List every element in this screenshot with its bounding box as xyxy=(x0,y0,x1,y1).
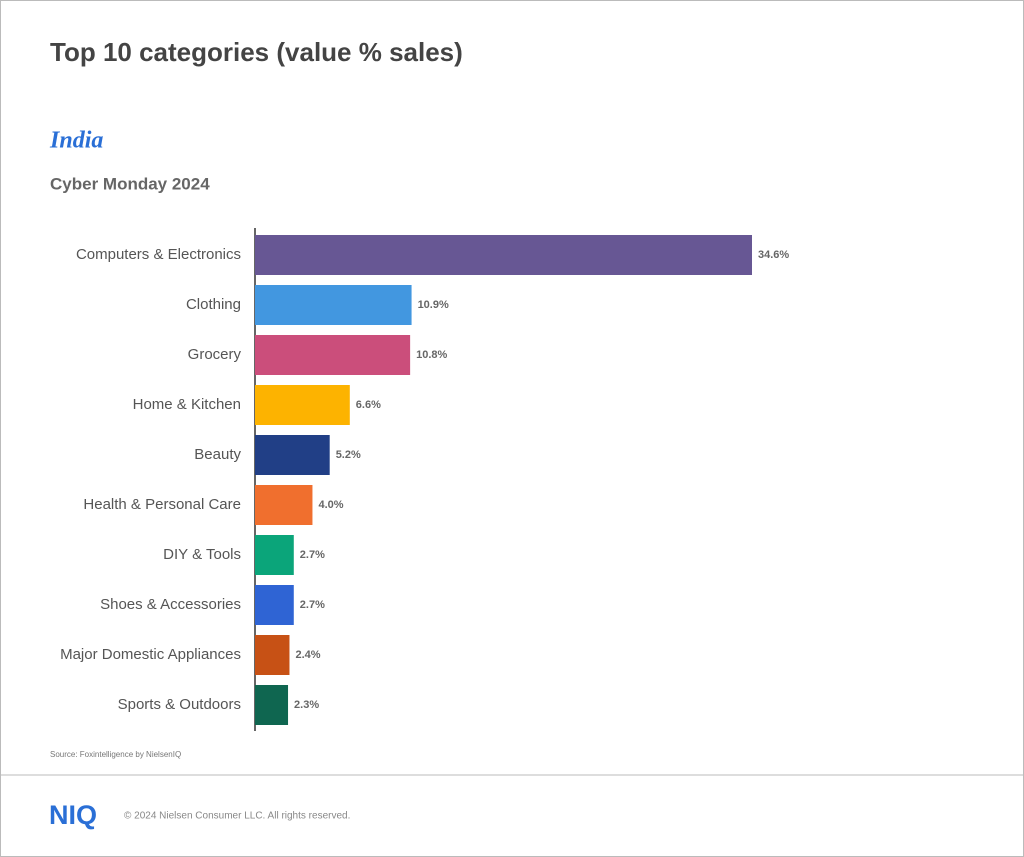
category-label: DIY & Tools xyxy=(163,546,241,563)
bar xyxy=(255,635,290,675)
bar xyxy=(255,535,294,575)
bar xyxy=(255,335,411,375)
subtitle: India xyxy=(49,128,103,154)
value-label: 34.6% xyxy=(758,249,789,261)
category-label: Grocery xyxy=(188,346,242,363)
source-note: Source: Foxintelligence by NielsenIQ xyxy=(50,750,181,759)
slide-title: Top 10 categories (value % sales) xyxy=(50,37,463,67)
bar xyxy=(255,385,350,425)
value-label: 2.7% xyxy=(300,599,325,611)
bar xyxy=(255,685,289,725)
category-label: Computers & Electronics xyxy=(76,246,241,263)
category-label: Health & Personal Care xyxy=(83,496,241,513)
category-label: Shoes & Accessories xyxy=(100,596,241,613)
value-label: 2.3% xyxy=(294,699,319,711)
bar xyxy=(255,435,330,475)
category-label: Clothing xyxy=(186,296,241,313)
category-label: Major Domestic Appliances xyxy=(60,646,241,663)
logo: NIQ xyxy=(49,800,97,830)
category-label: Beauty xyxy=(194,446,241,463)
value-label: 2.7% xyxy=(300,549,325,561)
copyright: © 2024 Nielsen Consumer LLC. All rights … xyxy=(124,811,350,822)
bar xyxy=(255,285,412,325)
value-label: 6.6% xyxy=(356,399,381,411)
value-label: 10.8% xyxy=(416,349,447,361)
value-label: 4.0% xyxy=(318,499,343,511)
value-label: 2.4% xyxy=(295,649,320,661)
category-label: Sports & Outdoors xyxy=(118,696,241,713)
bar xyxy=(255,235,752,275)
value-label: 5.2% xyxy=(336,449,361,461)
value-label: 10.9% xyxy=(418,299,449,311)
bar xyxy=(255,485,313,525)
chart-title: Cyber Monday 2024 xyxy=(50,174,210,193)
category-label: Home & Kitchen xyxy=(133,396,241,413)
bar xyxy=(255,585,294,625)
